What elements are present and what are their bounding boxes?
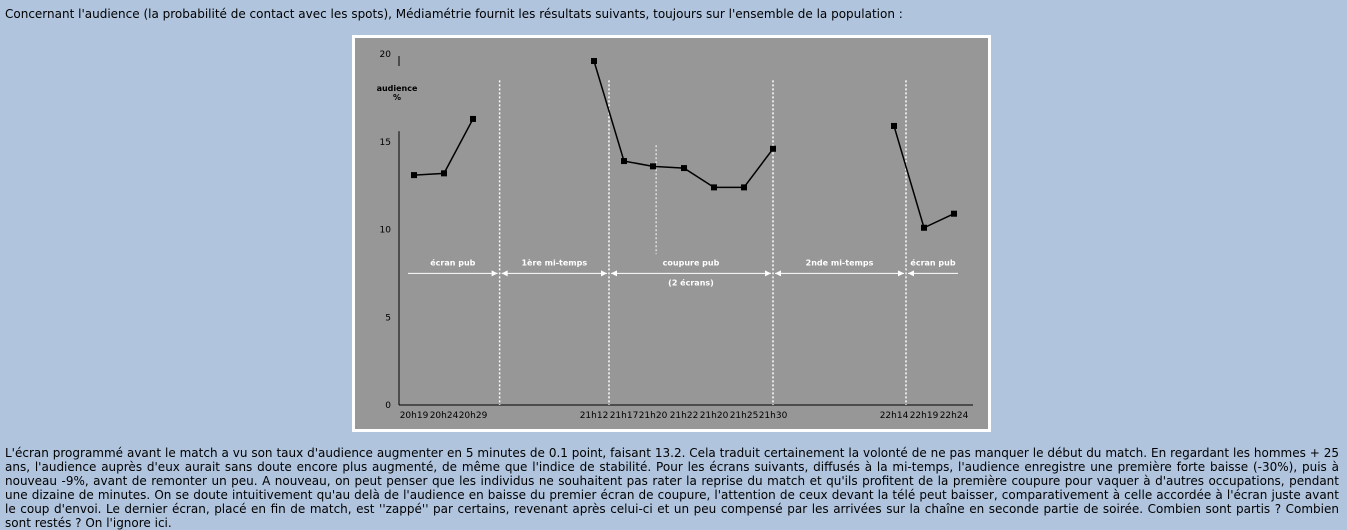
data-point xyxy=(770,145,776,152)
arrow-head xyxy=(898,270,904,277)
arrow-head xyxy=(765,270,771,277)
series-line xyxy=(413,118,474,176)
x-tick-label: 21h30 xyxy=(759,411,788,421)
x-tick-label: 22h24 xyxy=(940,411,969,421)
x-tick-label: 21h25 xyxy=(730,411,759,421)
x-tick-label: 21h20 xyxy=(700,411,729,421)
y-tick-label: 15 xyxy=(380,138,391,148)
x-tick-label: 21h12 xyxy=(580,411,609,421)
arrow-head xyxy=(501,270,508,277)
segment-sublabel: (2 écrans) xyxy=(668,277,714,287)
arrow-head xyxy=(601,270,607,277)
data-point xyxy=(741,184,747,191)
y-tick-label: 0 xyxy=(385,401,391,411)
arrow-head xyxy=(611,270,617,277)
data-point xyxy=(411,172,417,179)
y-axis-unit: % xyxy=(393,93,401,102)
data-point xyxy=(921,224,927,231)
series-line xyxy=(893,125,955,229)
segment-label: écran pub xyxy=(910,257,955,267)
data-point xyxy=(441,170,447,177)
x-tick-label: 21h22 xyxy=(670,411,699,421)
segment-label: coupure pub xyxy=(663,258,720,267)
data-point xyxy=(650,163,656,170)
x-tick-label: 22h14 xyxy=(880,411,909,421)
y-axis-title: audience xyxy=(377,84,418,93)
arrow-head xyxy=(491,270,498,277)
x-tick-label: 20h29 xyxy=(459,411,488,421)
data-point xyxy=(470,115,476,122)
x-tick-label: 22h19 xyxy=(910,411,939,421)
data-point xyxy=(681,165,687,172)
segment-label: 1ère mi-temps xyxy=(521,257,587,267)
y-tick-label: 5 xyxy=(385,313,391,323)
intro-paragraph: Concernant l'audience (la probabilité de… xyxy=(5,7,903,21)
data-point xyxy=(621,158,627,165)
data-point xyxy=(891,122,897,129)
arrow-head xyxy=(908,270,914,277)
data-point xyxy=(591,58,597,65)
x-tick-label: 21h20 xyxy=(639,411,668,421)
x-tick-label: 20h24 xyxy=(430,411,459,421)
analysis-paragraph: L'écran programmé avant le match a vu so… xyxy=(5,446,1339,530)
segment-label: 2nde mi-temps xyxy=(806,258,874,267)
audience-chart: 0 5 10 15 20 audience% 20h19 20h24 20h29 21h12 21… xyxy=(352,35,991,432)
x-tick-label: 20h19 xyxy=(400,411,429,421)
segment-label: écran pub xyxy=(430,257,475,267)
y-tick-label: 10 xyxy=(380,226,392,236)
x-tick-label: 21h17 xyxy=(610,411,639,421)
data-point xyxy=(951,210,957,217)
arrow-head xyxy=(775,270,781,277)
y-tick-label: 20 xyxy=(380,50,392,60)
data-point xyxy=(711,184,717,191)
